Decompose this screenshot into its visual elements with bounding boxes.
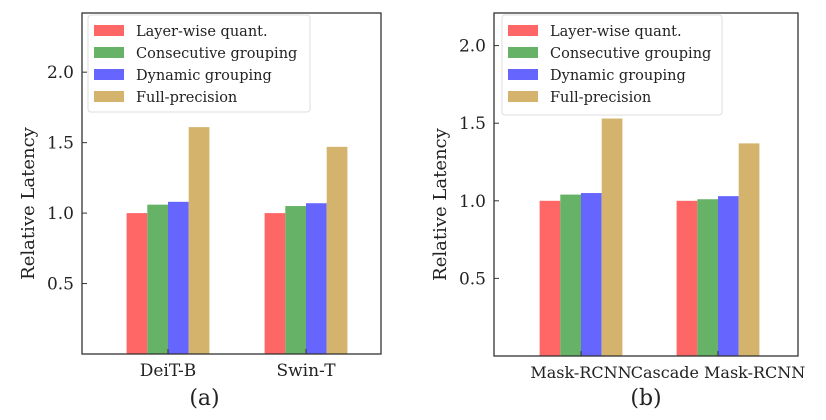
legend-label: Dynamic grouping [550, 68, 686, 84]
y-tick-label: 1.0 [459, 192, 486, 212]
bar [738, 143, 760, 356]
legend-swatch [508, 91, 538, 102]
x-tick-label: Swin-T [276, 361, 336, 381]
y-axis-label: Relative Latency [18, 126, 39, 279]
legend-label: Full-precision [550, 90, 651, 106]
legend-label: Consecutive grouping [550, 46, 711, 62]
legend-swatch [94, 47, 124, 58]
legend-swatch [508, 69, 538, 80]
y-tick-label: 0.5 [459, 269, 486, 289]
x-tick-label: Mask-RCNN [530, 363, 631, 382]
bar [560, 194, 581, 356]
bar [264, 213, 286, 354]
y-tick-label: 0.5 [47, 275, 74, 295]
legend-label: Dynamic grouping [136, 68, 272, 84]
legend-swatch [94, 91, 124, 102]
x-tick-label: DeiT-B [140, 361, 197, 381]
legend-swatch [94, 25, 124, 36]
bar [147, 204, 168, 354]
legend-label: Consecutive grouping [136, 46, 297, 62]
legend: Layer-wise quant. Consecutive grouping Dyn… [87, 14, 311, 113]
bar [168, 201, 189, 354]
legend-label: Full-precision [136, 90, 237, 106]
bar [285, 206, 306, 354]
y-tick-label: 1.5 [459, 114, 486, 134]
y-tick-label: 2.0 [459, 37, 486, 57]
chart-a: 0.5 1.0 1.5 2.0 DeiT-B Swin-T Relative Latency… [18, 12, 382, 411]
axes-frame [81, 12, 382, 355]
legend-box [501, 14, 723, 116]
subfigure-label: (a) [189, 386, 219, 411]
legend-swatch [94, 69, 124, 80]
y-tick-label: 2.0 [47, 63, 74, 83]
legend: Layer-wise quant. Consecutive grouping Dyn… [501, 14, 723, 116]
y-axis-label: Relative Latency [430, 127, 451, 280]
legend-box [87, 14, 311, 113]
axes-frame [493, 12, 799, 357]
bar [126, 213, 148, 354]
subfigure-label: (b) [630, 386, 661, 411]
bar [697, 199, 718, 356]
x-tick-label: Cascade Mask-RCNN [631, 363, 806, 382]
bar [326, 146, 348, 354]
bar [581, 193, 602, 356]
legend-label: Layer-wise quant. [550, 24, 682, 40]
bar [539, 200, 561, 356]
legend-swatch [508, 25, 538, 36]
legend-label: Layer-wise quant. [136, 24, 268, 40]
bar [188, 127, 210, 355]
legend-swatch [508, 47, 538, 58]
bar [601, 118, 623, 357]
y-tick-label: 1.0 [47, 204, 74, 224]
bar [306, 203, 327, 354]
chart-b: 0.5 1.0 1.5 2.0 Mask-RCNN Cascade Mask-RCNN Re… [430, 12, 806, 411]
bar [718, 196, 739, 356]
bar [676, 200, 698, 356]
y-tick-label: 1.5 [47, 134, 74, 154]
